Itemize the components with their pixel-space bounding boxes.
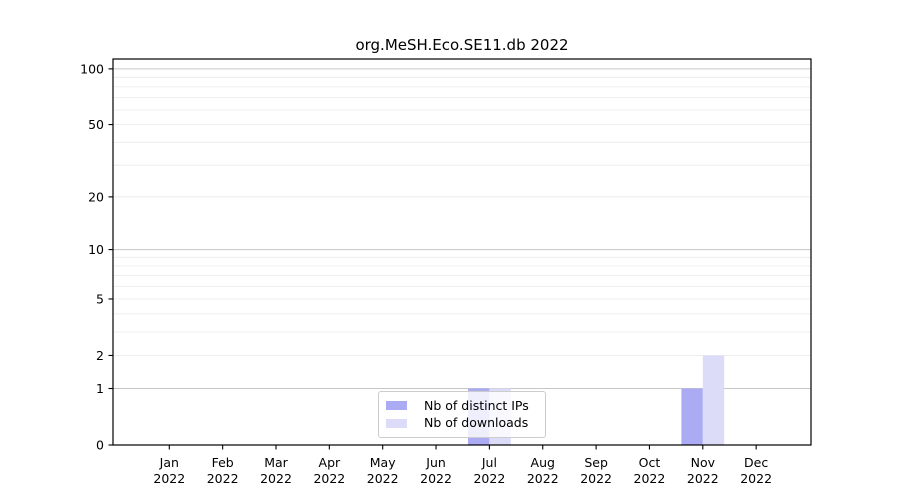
y-tick-label-50: 50 xyxy=(88,117,104,132)
x-tick-label-month-feb: Feb xyxy=(212,455,234,470)
x-tick-label-year-aug: 2022 xyxy=(527,471,559,486)
x-tick-label-year-jul: 2022 xyxy=(473,471,505,486)
bar-distinct-ips-nov xyxy=(681,388,703,445)
legend-label-downloads: Nb of downloads xyxy=(424,415,529,430)
x-tick-label-month-aug: Aug xyxy=(531,455,555,470)
x-tick-label-year-may: 2022 xyxy=(367,471,399,486)
y-tick-label-10: 10 xyxy=(88,242,104,257)
y-tick-label-2: 2 xyxy=(96,348,104,363)
y-tick-label-20: 20 xyxy=(88,189,104,204)
x-tick-label-month-nov: Nov xyxy=(691,455,716,470)
legend-item-downloads: Nb of downloads xyxy=(386,415,537,433)
legend-swatch-distinct-ips xyxy=(386,401,407,411)
x-tick-label-year-nov: 2022 xyxy=(687,471,719,486)
x-tick-label-month-mar: Mar xyxy=(264,455,288,470)
x-tick-label-year-mar: 2022 xyxy=(260,471,292,486)
x-tick-label-year-dec: 2022 xyxy=(740,471,772,486)
x-tick-label-year-oct: 2022 xyxy=(634,471,666,486)
y-tick-label-1: 1 xyxy=(96,381,104,396)
x-tick-label-year-feb: 2022 xyxy=(207,471,239,486)
x-tick-label-year-jan: 2022 xyxy=(153,471,185,486)
legend-label-distinct-ips: Nb of distinct IPs xyxy=(424,397,529,413)
y-tick-label-100: 100 xyxy=(80,61,104,76)
legend-swatch-downloads xyxy=(386,418,407,428)
x-tick-label-year-sep: 2022 xyxy=(580,471,612,486)
y-tick-label-5: 5 xyxy=(96,291,104,306)
x-tick-label-month-jun: Jun xyxy=(425,455,446,470)
x-tick-label-year-jun: 2022 xyxy=(420,471,452,486)
x-tick-label-month-jan: Jan xyxy=(159,455,179,470)
x-tick-label-month-dec: Dec xyxy=(744,455,768,470)
chart-title: org.MeSH.Eco.SE11.db 2022 xyxy=(355,36,569,54)
x-tick-label-month-apr: Apr xyxy=(319,455,341,470)
bar-downloads-nov xyxy=(702,355,725,445)
legend: Nb of distinct IPs Nb of downloads xyxy=(378,391,546,438)
plot-border xyxy=(112,58,812,446)
x-tick-label-month-sep: Sep xyxy=(584,455,608,470)
y-tick-label-0: 0 xyxy=(96,438,104,453)
x-tick-label-month-may: May xyxy=(370,455,396,470)
x-tick-label-year-apr: 2022 xyxy=(313,471,345,486)
x-tick-label-month-oct: Oct xyxy=(639,455,661,470)
x-tick-label-month-jul: Jul xyxy=(481,455,497,470)
legend-item-distinct-ips: Nb of distinct IPs xyxy=(386,397,537,415)
